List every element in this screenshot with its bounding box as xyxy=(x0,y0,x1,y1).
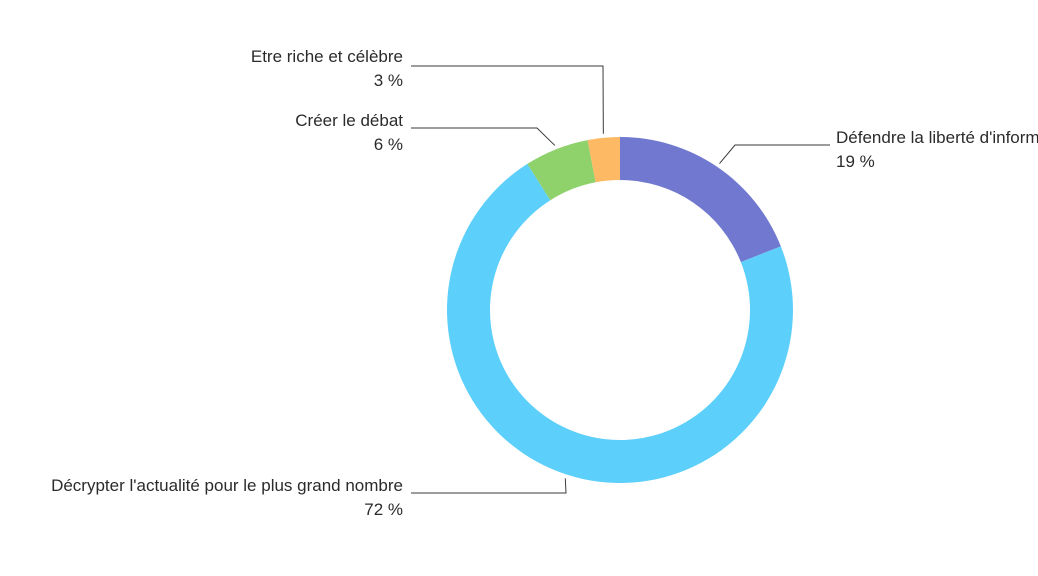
slice-label-decrypter: Décrypter l'actualité pour le plus grand… xyxy=(51,476,403,519)
slice-label-value: 19 % xyxy=(836,152,875,171)
leader-lines xyxy=(411,65,830,494)
leader-line xyxy=(411,478,567,494)
slice-label-name: Créer le débat xyxy=(295,111,403,130)
donut-slice xyxy=(527,140,596,201)
slice-label-etre-riche: Etre riche et célèbre 3 % xyxy=(251,47,403,90)
slice-label-value: 6 % xyxy=(374,135,403,154)
slice-label-name: Décrypter l'actualité pour le plus grand… xyxy=(51,476,403,495)
donut-slices xyxy=(447,137,793,484)
slice-label-name: Défendre la liberté d'information xyxy=(836,128,1038,147)
donut-slice xyxy=(620,137,781,263)
slice-label-name: Etre riche et célèbre xyxy=(251,47,403,66)
leader-line xyxy=(411,65,604,134)
leader-line xyxy=(411,127,556,146)
slice-label-value: 72 % xyxy=(364,500,403,519)
slice-label-creer: Créer le débat 6 % xyxy=(295,111,403,154)
slice-label-value: 3 % xyxy=(374,71,403,90)
donut-slice xyxy=(587,137,620,183)
slice-label-defendre: Défendre la liberté d'information 19 % xyxy=(836,128,1038,171)
leader-line xyxy=(719,144,830,164)
